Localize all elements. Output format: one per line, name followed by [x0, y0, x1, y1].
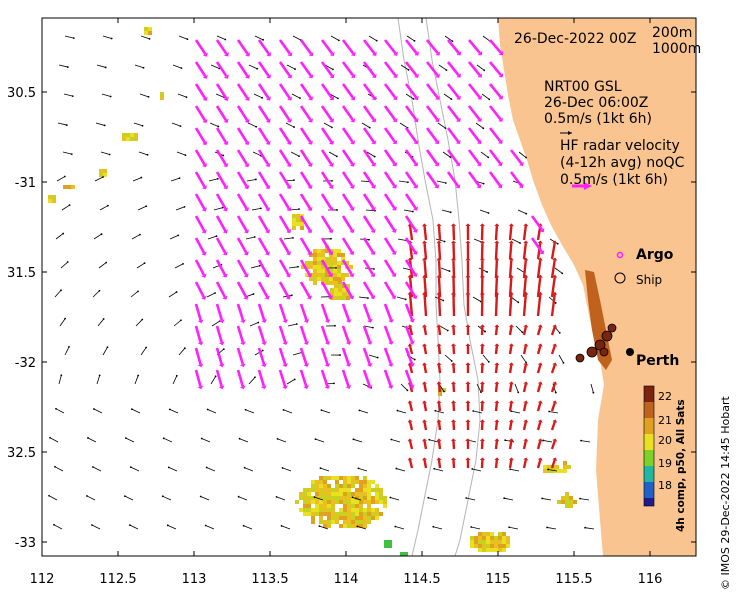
x-tick-label: 115: [486, 572, 511, 587]
sst-pixels: [48, 27, 577, 556]
argo-label: Argo: [636, 247, 674, 263]
x-tick-label: 114: [334, 572, 359, 587]
x-tick-label: 114.5: [403, 572, 440, 587]
credit-text: © IMOS 29-Dec-2022 14:45 Hobart: [719, 396, 732, 590]
date-label: 26-Dec-2022 00Z: [514, 31, 637, 47]
y-tick-label: -32: [15, 356, 36, 371]
argo-legend-marker: [616, 251, 624, 259]
perth-label: Perth: [636, 353, 680, 369]
colorbar-title: 4h comp, p50, All Sats: [675, 399, 687, 532]
y-tick-label: 31.5: [7, 266, 36, 281]
colorbar-label-18: 18: [658, 479, 672, 492]
ship-label: Ship: [636, 273, 663, 287]
hf-radar-arrows-alt: [194, 39, 545, 390]
isobath-1000m: [425, 18, 481, 556]
hf-radar-subtitle: (4-12h avg) noQC: [560, 155, 685, 171]
hf-radar-arrows: [407, 223, 558, 469]
hf-scale-label: 0.5m/s (1kt 6h): [560, 172, 669, 188]
isobath-200-label: 200m: [652, 25, 693, 41]
y-tick-label: 30.5: [7, 86, 36, 101]
x-tick-label: 113.5: [251, 572, 288, 587]
perth-region-markers: [575, 323, 634, 363]
colorbar-label-20: 20: [658, 434, 672, 447]
x-tick-label: 115.5: [555, 572, 592, 587]
y-tick-label: 32.5: [7, 446, 36, 461]
x-tick-label: 112: [30, 572, 55, 587]
colorbar-label-19: 19: [658, 457, 672, 470]
y-tick-label: -33: [15, 536, 36, 551]
x-tick-label: 112.5: [99, 572, 136, 587]
x-tick-label: 116: [638, 572, 663, 587]
hf-radar-title: HF radar velocity: [560, 138, 680, 154]
axis-ticks: 112 112.5 113 113.5 114 114.5 115 115.5 116 30.5 -…: [7, 18, 696, 587]
colorbar-label-21: 21: [658, 414, 672, 427]
isobath-200m: [397, 18, 441, 556]
model-scale-label: 0.5m/s (1kt 6h): [544, 111, 653, 127]
y-tick-label: -31: [15, 176, 36, 191]
model-name: NRT00 GSL: [544, 79, 622, 95]
colorbar-label-22: 22: [658, 390, 672, 403]
ship-legend-marker: [614, 272, 626, 284]
model-time: 26-Dec 06:00Z: [544, 95, 649, 111]
plot-frame: [41, 17, 697, 557]
x-tick-label: 113: [182, 572, 207, 587]
perth-dot: [626, 348, 634, 356]
colorbar: 22 21 20 19 18: [643, 385, 672, 507]
isobath-1000-label: 1000m: [652, 41, 702, 57]
